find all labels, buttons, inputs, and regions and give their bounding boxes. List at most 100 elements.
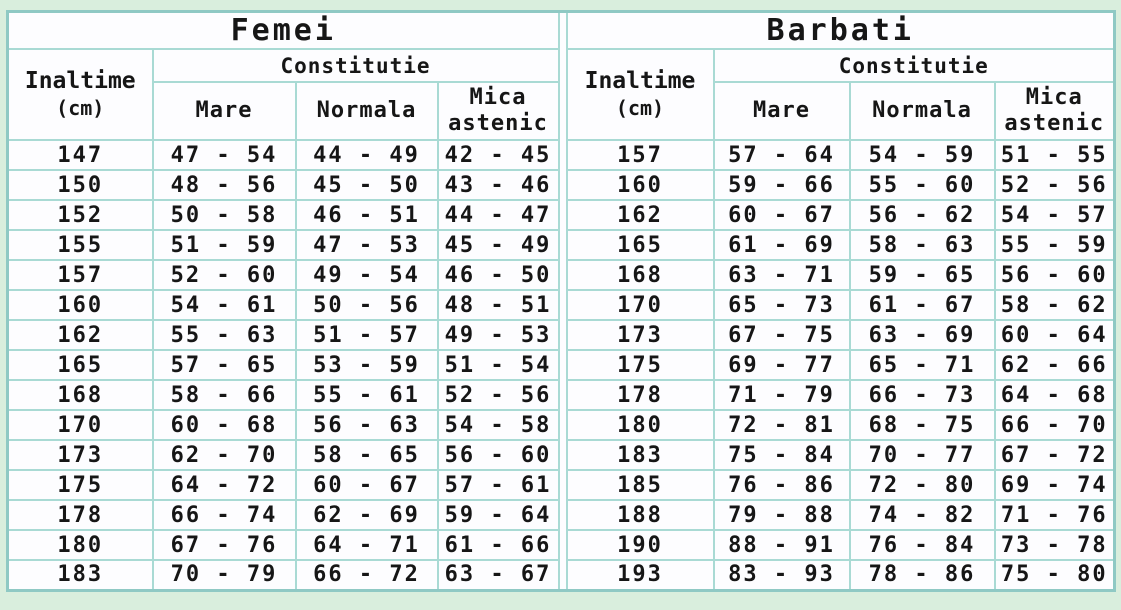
weight-range-cell: 54 - 58 <box>436 409 560 441</box>
weight-range-cell: 44 - 47 <box>436 199 560 231</box>
weight-range-cell: 63 - 71 <box>712 259 851 291</box>
column-header-row: Mare Normala Mica astenic Mare Normala M… <box>8 81 1116 141</box>
weight-range-cell: 51 - 55 <box>993 139 1116 171</box>
weight-range-cell: 59 - 65 <box>848 259 996 291</box>
weight-range-cell: 68 - 75 <box>848 409 996 441</box>
weight-range-cell: 52 - 56 <box>436 379 560 411</box>
weight-range-cell: 66 - 73 <box>848 379 996 411</box>
height-cell: 160 <box>565 169 715 201</box>
femei-title: Femei <box>6 10 560 50</box>
weight-range-cell: 61 - 69 <box>712 229 851 261</box>
table-gap-spacer <box>557 10 568 591</box>
femei-height-header: Inaltime (cm) <box>6 48 154 141</box>
data-row: 173 62 - 70 58 - 65 56 - 60 183 75 - 84 70 - 7… <box>6 439 1116 471</box>
weight-range-cell: 53 - 59 <box>294 349 439 381</box>
data-row: 152 50 - 58 46 - 51 44 - 47 162 60 - 67 56 - 6… <box>6 199 1116 231</box>
weight-range-cell: 60 - 64 <box>993 319 1116 351</box>
barbati-height-header: Inaltime (cm) <box>565 48 715 141</box>
height-cell: 162 <box>565 199 715 231</box>
weight-range-cell: 66 - 74 <box>151 499 297 531</box>
weight-range-cell: 52 - 60 <box>151 259 297 291</box>
height-cell: 188 <box>565 499 715 531</box>
barbati-constitution-header: Constitutie <box>712 48 1116 83</box>
weight-range-cell: 52 - 56 <box>993 169 1116 201</box>
weight-range-cell: 72 - 81 <box>712 409 851 441</box>
weight-range-cell: 45 - 49 <box>436 229 560 261</box>
data-row: 170 60 - 68 56 - 63 54 - 58 180 72 - 81 68 - 7… <box>6 409 1116 441</box>
data-row: 178 66 - 74 62 - 69 59 - 64 188 79 - 88 74 - 8… <box>6 499 1116 531</box>
weight-range-cell: 64 - 72 <box>151 469 297 501</box>
weight-range-cell: 58 - 62 <box>993 289 1116 321</box>
data-row: 155 51 - 59 47 - 53 45 - 49 165 61 - 69 58 - 6… <box>6 229 1116 261</box>
height-cell: 157 <box>6 259 154 291</box>
data-row: 165 57 - 65 53 - 59 51 - 54 175 69 - 77 65 - 7… <box>6 349 1116 381</box>
weight-range-cell: 45 - 50 <box>294 169 439 201</box>
height-cell: 160 <box>6 289 154 321</box>
weight-range-cell: 47 - 53 <box>294 229 439 261</box>
height-cell: 178 <box>565 379 715 411</box>
weight-range-cell: 64 - 71 <box>294 529 439 561</box>
height-cell: 165 <box>6 349 154 381</box>
height-cell: 180 <box>565 409 715 441</box>
femei-col-mare: Mare <box>151 81 297 141</box>
table-title-row: Femei Barbati <box>6 10 1116 591</box>
weight-range-cell: 60 - 68 <box>151 409 297 441</box>
weight-range-cell: 66 - 72 <box>294 559 439 591</box>
weight-range-cell: 44 - 49 <box>294 139 439 171</box>
weight-range-cell: 55 - 59 <box>993 229 1116 261</box>
height-cell: 152 <box>6 199 154 231</box>
height-cell: 175 <box>6 469 154 501</box>
weight-range-cell: 61 - 66 <box>436 529 560 561</box>
data-row: 168 58 - 66 55 - 61 52 - 56 178 71 - 79 66 - 7… <box>6 379 1116 411</box>
weight-range-cell: 56 - 60 <box>436 439 560 471</box>
height-cell: 165 <box>565 229 715 261</box>
height-cell: 170 <box>6 409 154 441</box>
weight-range-cell: 56 - 60 <box>993 259 1116 291</box>
femei-col-mica-astenic: Mica astenic <box>436 81 560 141</box>
weight-range-cell: 54 - 57 <box>993 199 1116 231</box>
weight-range-cell: 60 - 67 <box>712 199 851 231</box>
height-cell: 178 <box>6 499 154 531</box>
barbati-title: Barbati <box>565 10 1116 50</box>
weight-range-cell: 46 - 51 <box>294 199 439 231</box>
weight-range-cell: 88 - 91 <box>712 529 851 561</box>
data-row: 147 47 - 54 44 - 49 42 - 45 157 57 - 64 54 - 5… <box>6 139 1116 171</box>
weight-range-cell: 76 - 84 <box>848 529 996 561</box>
weight-range-cell: 43 - 46 <box>436 169 560 201</box>
weight-range-cell: 54 - 61 <box>151 289 297 321</box>
weight-range-cell: 59 - 64 <box>436 499 560 531</box>
weight-range-cell: 69 - 77 <box>712 349 851 381</box>
weight-range-cell: 67 - 72 <box>993 439 1116 471</box>
weight-range-cell: 62 - 70 <box>151 439 297 471</box>
group-header-row: Inaltime (cm) Constitutie Inaltime (cm) … <box>6 48 1116 141</box>
weight-range-cell: 65 - 71 <box>848 349 996 381</box>
height-header-unit: (cm) <box>615 95 665 120</box>
weight-range-cell: 59 - 66 <box>712 169 851 201</box>
weight-range-cell: 62 - 66 <box>993 349 1116 381</box>
height-cell: 157 <box>565 139 715 171</box>
weight-range-cell: 67 - 75 <box>712 319 851 351</box>
weight-range-cell: 73 - 78 <box>993 529 1116 561</box>
weight-range-cell: 57 - 61 <box>436 469 560 501</box>
weight-range-cell: 51 - 59 <box>151 229 297 261</box>
height-header-unit: (cm) <box>56 95 105 120</box>
weight-range-cell: 69 - 74 <box>993 469 1116 501</box>
barbati-col-normala: Normala <box>848 81 996 141</box>
weight-range-cell: 49 - 53 <box>436 319 560 351</box>
data-row: 183 70 - 79 66 - 72 63 - 67 193 83 - 93 78 - 8… <box>6 559 1116 591</box>
weight-range-cell: 79 - 88 <box>712 499 851 531</box>
weight-range-cell: 74 - 82 <box>848 499 996 531</box>
weight-range-cell: 71 - 76 <box>993 499 1116 531</box>
height-cell: 175 <box>565 349 715 381</box>
weight-range-cell: 67 - 76 <box>151 529 297 561</box>
height-cell: 180 <box>6 529 154 561</box>
height-cell: 147 <box>6 139 154 171</box>
weight-range-cell: 58 - 65 <box>294 439 439 471</box>
height-cell: 183 <box>6 559 154 591</box>
data-row: 175 64 - 72 60 - 67 57 - 61 185 76 - 86 72 - 8… <box>6 469 1116 501</box>
weight-range-cell: 56 - 63 <box>294 409 439 441</box>
height-cell: 173 <box>6 439 154 471</box>
weight-range-cell: 58 - 66 <box>151 379 297 411</box>
data-row: 180 67 - 76 64 - 71 61 - 66 190 88 - 91 76 - 8… <box>6 529 1116 561</box>
height-cell: 183 <box>565 439 715 471</box>
